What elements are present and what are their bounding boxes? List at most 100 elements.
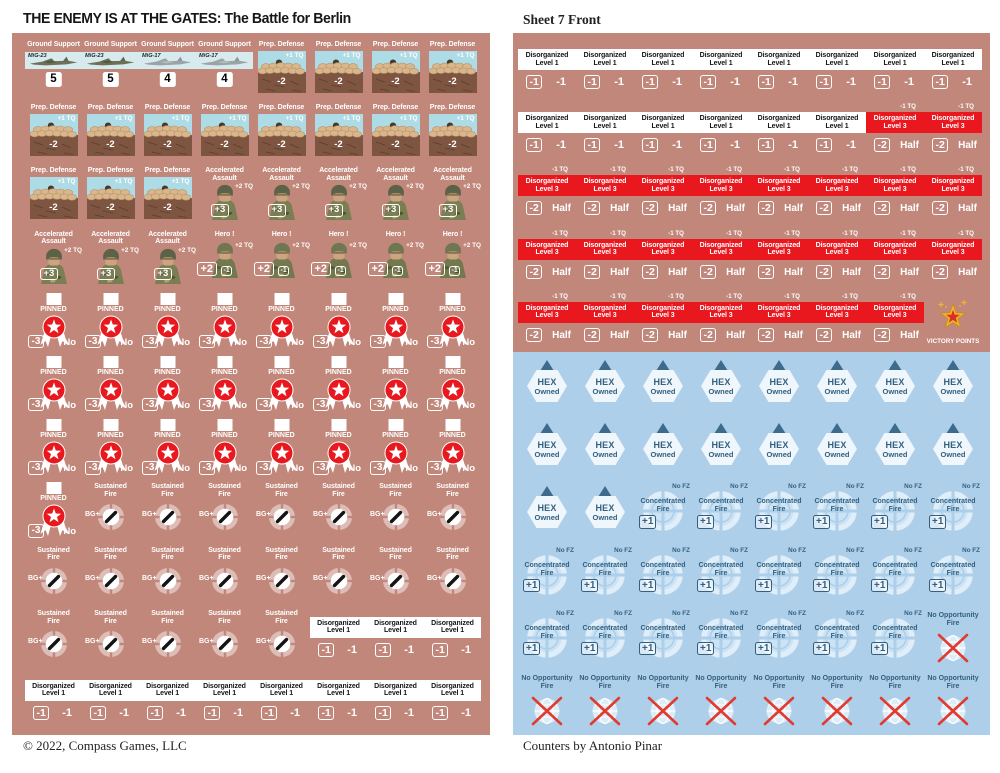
ribbon-tab <box>388 355 403 368</box>
counter-title-2: Fire <box>772 569 786 577</box>
counter-no-opportunity-fire: No Opportunity Fire <box>750 672 808 735</box>
modifier-value: -2 <box>816 201 833 216</box>
counter-prep-defense: Prep. Defense +1 TQ -2 <box>82 165 139 228</box>
sandbag-defense-icon <box>143 177 192 220</box>
modifier-value: -1 <box>261 705 278 720</box>
modifier-value: +1 <box>755 515 773 529</box>
counter-disorganized-1: Disorganized Level 1 -1 -1 <box>750 103 808 166</box>
counter-hex-owned: HEX Owned <box>866 356 924 419</box>
second-modifier: -1 <box>614 139 624 152</box>
counter-pinned: PINNED -3 No <box>253 292 310 355</box>
counter-title: Hero ! <box>271 230 292 238</box>
counter-concentrated-fire: No FZ Concentrated Fire +1 <box>750 546 808 609</box>
counter-title: PINNED <box>97 368 124 376</box>
blue-section-background <box>513 352 990 735</box>
counter-title: No Opportunity Fire <box>927 674 979 690</box>
modifier-value: -2 <box>334 139 343 151</box>
counter-hero: Hero ! +2 TQ +2 -1 <box>367 229 424 292</box>
no-label: No <box>177 336 190 348</box>
hexagon-icon <box>933 359 973 402</box>
tq-penalty: -1 TQ <box>668 166 684 174</box>
counter-disorganized-1: Disorganized Level 1 -1 -1 <box>424 608 481 671</box>
bg-label: BG+ <box>85 574 100 582</box>
modifier-value: +1 <box>755 641 773 656</box>
tq-bonus: +1 TQ <box>285 115 304 123</box>
counter-hex-owned: HEX Owned <box>692 419 750 482</box>
counter-title: Disorganized Level 3 <box>808 238 866 260</box>
counter-title: Disorganized Level 3 <box>808 175 866 197</box>
counter-concentrated-fire: No FZ Concentrated Fire +1 <box>750 609 808 672</box>
hexagon-icon <box>759 359 799 402</box>
modifier-value: -3 <box>370 461 386 475</box>
modifier-value: +2 <box>311 261 331 277</box>
counter-title: Disorganized Level 3 <box>866 112 924 134</box>
counter-assault: Accelerated Assault +2 TQ +3 <box>25 229 82 292</box>
counter-title: Disorganized Level 3 <box>634 301 692 323</box>
counter-disorganized-3: -1 TQ Disorganized Level 3 -2 Half <box>692 293 750 356</box>
owned-label: Owned <box>592 513 618 523</box>
fire-dial-icon <box>210 566 239 595</box>
modifier-value: -1 <box>204 705 221 720</box>
counter-concentrated-fire: No FZ Concentrated Fire +1 <box>576 546 634 609</box>
sandbag-defense-icon <box>29 114 78 157</box>
ribbon-tab <box>160 355 175 368</box>
counter-title: Disorganized Level 3 <box>924 238 982 260</box>
hex-label: HEX <box>711 376 731 387</box>
hexagon-icon <box>585 359 625 402</box>
modifier-value: -3 <box>256 461 272 475</box>
counter-title: Disorganized Level 1 <box>576 112 634 134</box>
no-label: No <box>63 399 76 411</box>
counter-title: No Opportunity Fire <box>637 674 689 690</box>
owned-label: Owned <box>708 450 734 460</box>
credits-text: Counters by Antonio Pinar <box>523 738 663 753</box>
counter-title: Disorganized Level 1 <box>808 112 866 134</box>
half-label: Half <box>552 329 571 341</box>
defense-image: +1 TQ -2 <box>314 51 363 93</box>
counter-title: Disorganized Level 1 <box>196 679 253 701</box>
hexagon-icon <box>643 423 683 466</box>
tq-penalty: -1 TQ <box>958 103 974 111</box>
counter-title: PINNED <box>439 305 466 313</box>
hex-label: HEX <box>537 440 557 451</box>
counter-title: Disorganized Level 3 <box>518 301 576 323</box>
hex-label: HEX <box>537 503 557 514</box>
no-fz-label: No FZ <box>846 609 864 617</box>
ribbon-tab <box>388 419 403 432</box>
counter-disorganized-1: Disorganized Level 1 -1 -1 <box>196 671 253 734</box>
counter-title: Disorganized Level 3 <box>692 238 750 260</box>
defense-image: +1 TQ -2 <box>428 51 477 93</box>
no-fz-label: No FZ <box>788 546 806 554</box>
counter-concentrated-fire: No FZ Concentrated Fire +1 <box>808 546 866 609</box>
defense-image: +1 TQ -2 <box>143 177 192 220</box>
counter-pinned: PINNED -3 No <box>139 355 196 418</box>
owned-label: Owned <box>940 386 966 396</box>
fire-dial-icon <box>210 629 239 658</box>
counter-title: Disorganized Level 1 <box>310 616 367 638</box>
ribbon-tab <box>445 292 460 305</box>
fire-dial-icon <box>267 503 296 532</box>
hex-label: HEX <box>943 440 963 451</box>
counter-title: Sustained Fire <box>322 483 355 499</box>
counter-disorganized-3: -1 TQ Disorganized Level 3 -2 Half <box>808 230 866 293</box>
counter-title: Disorganized Level 3 <box>634 238 692 260</box>
counter-title: PINNED <box>40 305 67 313</box>
modifier-value: +1 <box>697 515 715 529</box>
counter-sustained-fire: Sustained Fire BG+ <box>196 481 253 544</box>
counter-ground-support: Ground Support MiG-23 5 <box>82 39 139 102</box>
modifier-value: -1 <box>432 642 449 657</box>
counter-assault: Accelerated Assault +2 TQ +3 <box>253 165 310 228</box>
half-label: Half <box>610 329 629 341</box>
counter-concentrated-fire: No FZ Concentrated Fire +1 <box>866 546 924 609</box>
half-label: Half <box>668 329 687 341</box>
fire-dial-icon <box>438 566 467 595</box>
fire-dial-icon <box>324 503 353 532</box>
counter-disorganized-1: Disorganized Level 1 -1 -1 <box>518 40 576 103</box>
counter-pinned: PINNED -3 No <box>196 292 253 355</box>
counter-ground-support: Ground Support MiG-17 4 <box>139 39 196 102</box>
second-modifier: -1 <box>556 76 566 88</box>
counter-title: Sustained Fire <box>265 483 298 499</box>
counter-pinned: PINNED -3 No <box>253 355 310 418</box>
second-modifier: -1 <box>233 706 243 719</box>
modifier-value: +1 <box>813 515 831 529</box>
modifier-value: -1 <box>700 138 717 153</box>
